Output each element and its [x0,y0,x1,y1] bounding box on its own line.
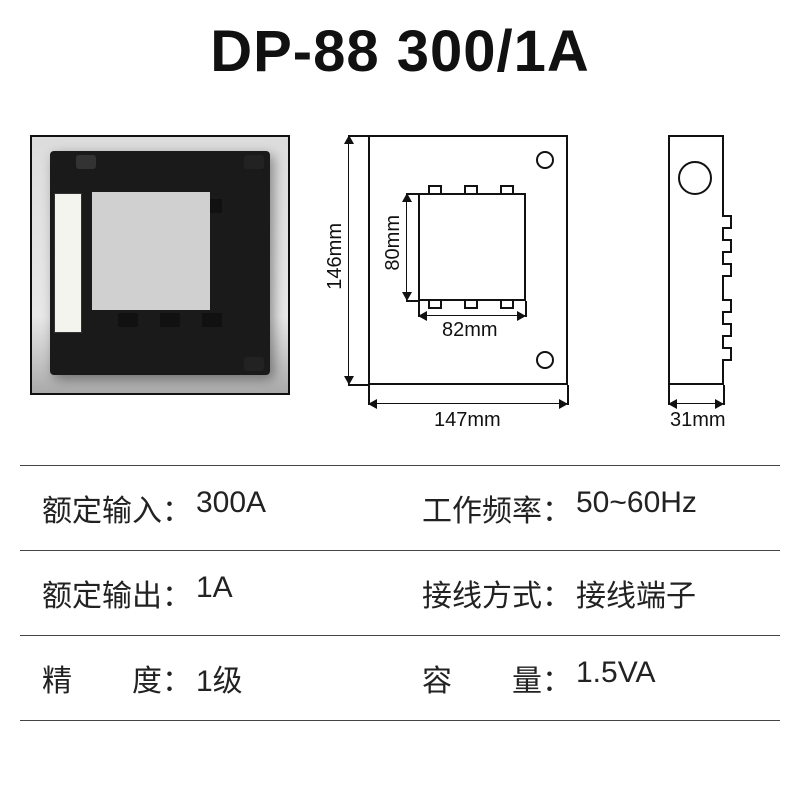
dim-label: 147mm [434,409,501,432]
table-row: 额定输出：1A 接线方式：接线端子 [20,551,780,636]
notch-icon [428,185,442,195]
clip-icon [160,313,180,327]
terminal-block-icon [76,155,96,169]
clip-icon [118,313,138,327]
screw-icon [244,357,264,371]
dim-label: 82mm [442,319,498,342]
figure-row: 146mm 80mm 82mm 147mm 31mm [20,105,780,465]
side-notch-icon [722,347,732,361]
dim-arrow [668,403,724,404]
side-notch-icon [722,323,732,337]
spec-label: 精 度： [42,656,192,700]
spec-label: 额定输入： [42,486,192,530]
dim-label: 31mm [670,409,726,432]
spec-value: 接线端子 [576,571,696,615]
dim-label: 146mm [324,223,347,290]
spec-label: 工作频率： [422,486,572,530]
spec-value: 300A [196,486,266,530]
side-notch-icon [722,215,732,229]
spec-label: 容 量： [422,656,572,700]
dim-arrow [406,193,407,301]
front-window [418,193,526,301]
side-notch-icon [722,239,732,253]
spec-value: 50~60Hz [576,486,697,530]
product-title: DP-88 300/1A [20,18,780,85]
spec-table: 额定输入：300A 工作频率：50~60Hz 额定输出：1A 接线方式：接线端子… [20,465,780,721]
spec-label: 额定输出： [42,571,192,615]
side-notch-icon [722,299,732,313]
side-hole-icon [678,161,712,195]
dim-arrow [368,403,568,404]
dim-arrow [348,135,349,385]
notch-icon [464,299,478,309]
side-notch-icon [722,263,732,277]
notch-icon [428,299,442,309]
ct-rating-label [54,193,82,333]
spec-value: 1级 [196,656,243,700]
spec-label: 接线方式： [422,571,572,615]
table-row: 额定输入：300A 工作频率：50~60Hz [20,466,780,551]
table-row: 精 度：1级 容 量：1.5VA [20,636,780,721]
product-photo [30,135,290,395]
notch-icon [500,185,514,195]
dim-label: 80mm [382,215,405,271]
screw-icon [244,155,264,169]
clip-icon [202,313,222,327]
side-view-diagram: 31mm [630,135,770,435]
spec-value: 1.5VA [576,656,656,700]
spec-value: 1A [196,571,233,615]
front-view-diagram: 146mm 80mm 82mm 147mm [330,135,590,435]
notch-icon [464,185,478,195]
notch-icon [500,299,514,309]
ct-window [92,192,210,310]
hole-icon [536,351,554,369]
hole-icon [536,151,554,169]
dim-arrow [418,315,526,316]
